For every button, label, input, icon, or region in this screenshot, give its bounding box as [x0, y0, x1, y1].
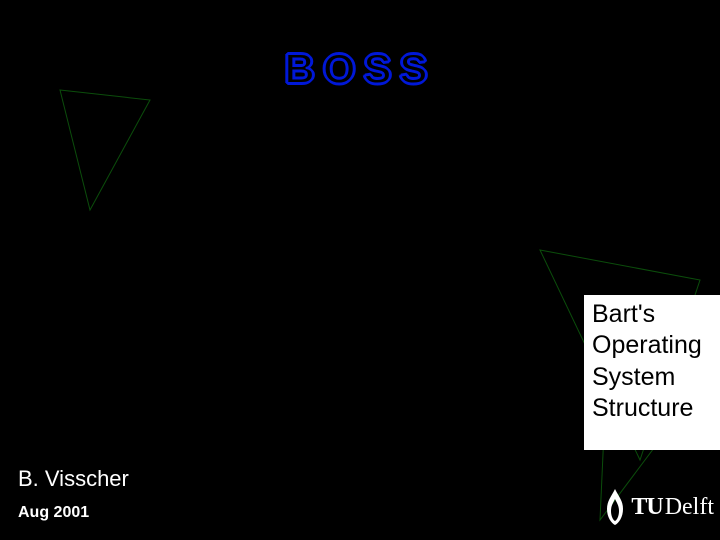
tu-delft-logo: TU Delft [566, 484, 714, 530]
logo-tu: TU [631, 494, 662, 521]
slide-root: BOSS Bart's Operating System Structure B… [0, 0, 720, 540]
flame-icon [601, 487, 629, 527]
logo-text: TU Delft [631, 494, 714, 521]
slide-subtitle: Bart's Operating System Structure [584, 295, 720, 450]
author-name: B. Visscher [18, 466, 129, 492]
slide-title: BOSS [0, 45, 720, 93]
logo-delft: Delft [665, 494, 714, 521]
slide-date: Aug 2001 [18, 504, 89, 522]
triangle-decoration [60, 90, 150, 210]
